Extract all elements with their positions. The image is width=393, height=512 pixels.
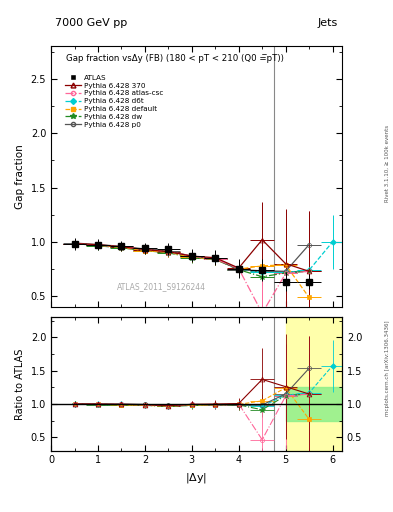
X-axis label: |$\Delta$y|: |$\Delta$y|: [185, 471, 208, 485]
Legend: ATLAS, Pythia 6.428 370, Pythia 6.428 atlas-csc, Pythia 6.428 d6t, Pythia 6.428 : ATLAS, Pythia 6.428 370, Pythia 6.428 at…: [63, 73, 164, 130]
Y-axis label: Gap fraction: Gap fraction: [15, 144, 25, 209]
Text: 7000 GeV pp: 7000 GeV pp: [55, 18, 127, 28]
Text: ATLAS_2011_S9126244: ATLAS_2011_S9126244: [117, 283, 206, 291]
Text: mcplots.cern.ch [arXiv:1306.3436]: mcplots.cern.ch [arXiv:1306.3436]: [385, 321, 389, 416]
Y-axis label: Ratio to ATLAS: Ratio to ATLAS: [15, 348, 25, 420]
Bar: [286, 387, 342, 421]
Text: Jets: Jets: [318, 18, 338, 28]
Text: Gap fraction vsΔy (FB) (180 < pT < 210 (Q0 =̅pT)): Gap fraction vsΔy (FB) (180 < pT < 210 (…: [66, 54, 283, 63]
Bar: [286, 317, 342, 451]
Text: Rivet 3.1.10, ≥ 100k events: Rivet 3.1.10, ≥ 100k events: [385, 125, 389, 202]
